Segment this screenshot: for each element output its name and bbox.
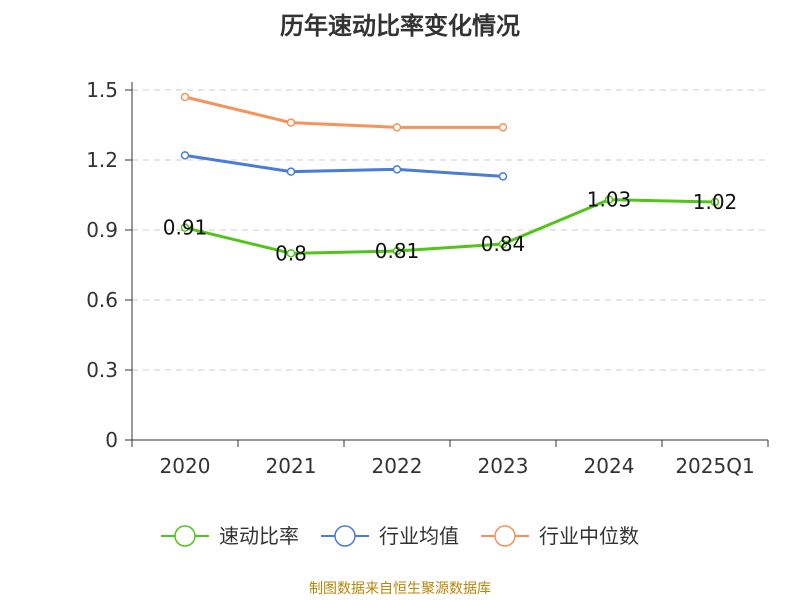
x-tick-label: 2025Q1 <box>675 454 754 478</box>
series-lines <box>180 92 720 258</box>
data-point <box>286 249 296 258</box>
data-point <box>180 223 190 232</box>
axes: 0 0.3 0.6 0.9 1.2 1.5 2020 2021 2022 2023 2024 2025… <box>86 78 769 478</box>
legend-item[interactable]: 速动比率 <box>161 524 299 548</box>
data-point <box>710 197 720 207</box>
legend-marker-icon <box>174 525 196 547</box>
data-labels: 0.91 0.8 0.81 0.84 1.03 1.02 <box>163 188 738 266</box>
data-label: 1.03 <box>587 188 632 212</box>
y-tick-label: 1.5 <box>86 78 118 102</box>
legend[interactable]: 速动比率 行业均值 行业中位数 <box>161 524 639 548</box>
data-label: 1.02 <box>693 190 738 214</box>
data-point <box>286 167 296 176</box>
data-point <box>180 92 190 102</box>
data-point <box>604 195 614 204</box>
x-tick-label: 2021 <box>266 454 317 478</box>
source-note: 制图数据来自恒生聚源数据库 <box>309 581 491 597</box>
y-tick-label: 1.2 <box>86 148 118 172</box>
data-point <box>392 165 402 174</box>
data-point <box>498 123 508 132</box>
data-label: 0.91 <box>163 216 208 240</box>
series-line-3 <box>184 95 503 129</box>
y-tick-label: 0.6 <box>86 288 118 312</box>
data-label: 0.84 <box>481 232 526 256</box>
data-point <box>286 118 296 127</box>
data-point <box>498 239 508 249</box>
legend-marker-icon <box>494 525 516 547</box>
legend-item[interactable]: 行业中位数 <box>481 524 639 548</box>
series-line-1 <box>184 198 716 255</box>
data-label: 0.8 <box>275 241 307 265</box>
legend-label: 行业中位数 <box>539 524 639 548</box>
x-tick-label: 2022 <box>372 454 423 478</box>
legend-label: 速动比率 <box>219 524 299 548</box>
chart-title: 历年速动比率变化情况 <box>280 12 520 40</box>
legend-label: 行业均值 <box>379 524 459 548</box>
y-tick-label: 0.9 <box>86 218 118 242</box>
y-tick-label: 0.3 <box>86 358 118 382</box>
legend-marker-icon <box>334 525 356 547</box>
x-tick-label: 2020 <box>160 454 211 478</box>
data-point <box>392 123 402 132</box>
data-label: 0.81 <box>375 239 420 263</box>
data-point <box>180 151 190 160</box>
grid-lines <box>132 89 768 371</box>
series-line-2 <box>184 153 504 178</box>
legend-item[interactable]: 行业均值 <box>321 524 459 548</box>
data-point <box>498 172 508 181</box>
y-tick-label: 0 <box>105 428 118 452</box>
data-point <box>392 246 402 256</box>
x-tick-label: 2023 <box>478 454 529 478</box>
x-tick-label: 2024 <box>584 454 635 478</box>
